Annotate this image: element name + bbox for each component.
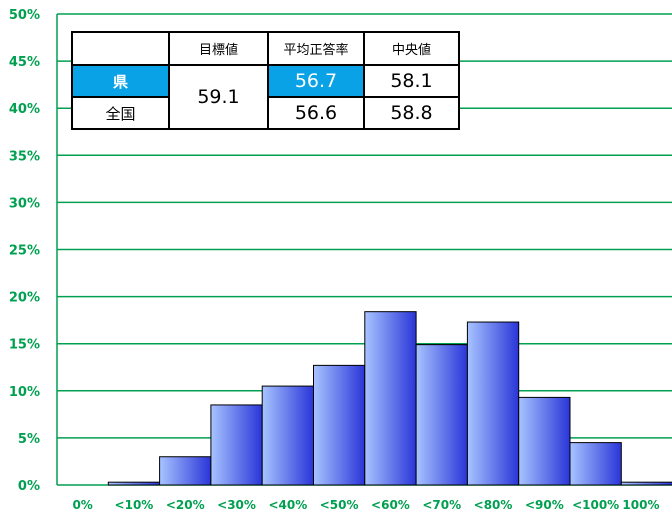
y-tick-label: 10% [9,385,40,400]
summary-row-label-national: 全国 [71,96,170,130]
x-tick-label: 0% [72,498,92,512]
x-tick-label: <30% [217,498,256,512]
y-tick-label: 35% [9,149,40,164]
bar-1 [159,456,212,486]
summary-average-prefecture: 56.7 [267,64,365,98]
y-tick-label: 5% [18,432,40,447]
y-tick-label: 30% [9,196,40,211]
bar-7 [466,321,520,486]
summary-header-target: 目標値 [168,31,269,66]
x-tick-label: <10% [115,498,154,512]
x-tick-label: <70% [422,498,461,512]
x-tick-label: 100% [622,498,659,512]
x-tick-label: <40% [268,498,307,512]
x-tick-label: <80% [474,498,513,512]
bar-8 [518,396,571,486]
x-tick-label: <50% [320,498,359,512]
summary-header-corner [71,31,170,66]
summary-header-average: 平均正答率 [267,31,365,66]
x-tick-label: <90% [525,498,564,512]
bar-4 [313,364,366,486]
y-tick-label: 50% [9,8,40,23]
x-tick-labels: 0% <10% <20% <30% <40% <50% <60% <70% <80% <90% <1… [72,498,659,512]
y-tick-label: 40% [9,102,40,117]
bar-9 [569,442,622,486]
y-tick-label: 0% [18,479,40,494]
y-tick-label: 20% [9,291,40,306]
bar-6 [415,344,468,486]
summary-average-national: 56.6 [267,96,365,130]
bar-2 [210,404,263,486]
summary-target-value: 59.1 [168,64,269,130]
bar-0 [107,481,161,486]
summary-table: 目標値 平均正答率 中央値 県 59.1 56.7 58.1 全国 56.6 5… [71,31,460,130]
bar-10 [620,481,672,486]
y-tick-label: 45% [9,55,40,70]
bar-5 [364,311,417,486]
summary-median-national: 58.8 [363,96,460,130]
y-tick-label: 15% [9,338,40,353]
x-tick-label: <100% [572,498,619,512]
x-tick-label: <60% [371,498,410,512]
x-tick-label: <20% [166,498,205,512]
y-tick-labels: 0% 5% 10% 15% 20% 25% 30% 35% 40% 45% 50% [9,8,40,494]
summary-row-label-prefecture: 県 [71,64,170,98]
summary-header-median: 中央値 [363,31,460,66]
bar-3 [261,385,315,486]
bars [107,311,672,486]
summary-median-prefecture: 58.1 [363,64,460,98]
y-tick-label: 25% [9,244,40,259]
